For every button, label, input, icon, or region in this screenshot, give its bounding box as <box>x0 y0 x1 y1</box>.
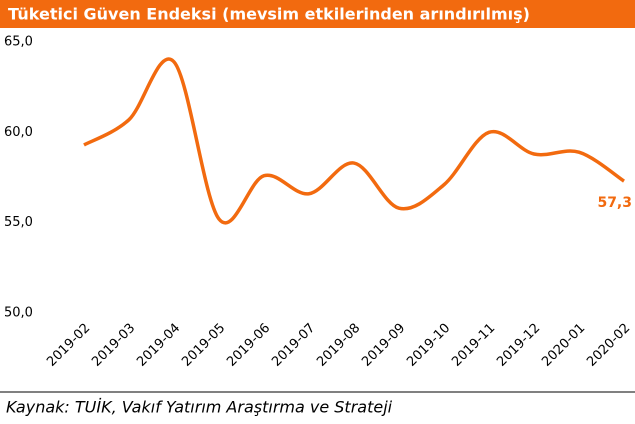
x-tick-label: 2019-05 <box>179 321 228 370</box>
source: Kaynak: TUİK, Vakıf Yatırım Araştırma ve… <box>6 398 393 417</box>
x-tick-label: 2019-07 <box>269 321 318 370</box>
x-tick-label: 2019-08 <box>314 321 363 370</box>
x-tick-label: 2019-02 <box>44 321 93 370</box>
x-tick-label: 2019-11 <box>449 321 498 370</box>
value-label: 57,3 <box>597 195 632 211</box>
chart-title: Tüketici Güven Endeksi (mevsim etkilerin… <box>8 5 530 24</box>
y-tick-label: 50,0 <box>4 306 33 321</box>
x-tick-label: 2019-06 <box>224 321 273 370</box>
y-tick-label: 60,0 <box>4 125 33 140</box>
x-tick-label: 2019-10 <box>404 321 453 370</box>
x-tick-label: 2019-04 <box>134 321 183 370</box>
y-tick-label: 55,0 <box>4 215 33 230</box>
line <box>83 57 625 225</box>
x-tick-label: 2019-12 <box>494 321 543 370</box>
title-bar <box>0 0 635 28</box>
x-tick-label: 2019-09 <box>359 321 408 370</box>
x-tick-label: 2020-02 <box>584 321 633 370</box>
y-tick-label: 65,0 <box>4 35 33 50</box>
x-tick-label: 2020-01 <box>539 321 588 370</box>
x-tick-label: 2019-03 <box>89 321 138 370</box>
